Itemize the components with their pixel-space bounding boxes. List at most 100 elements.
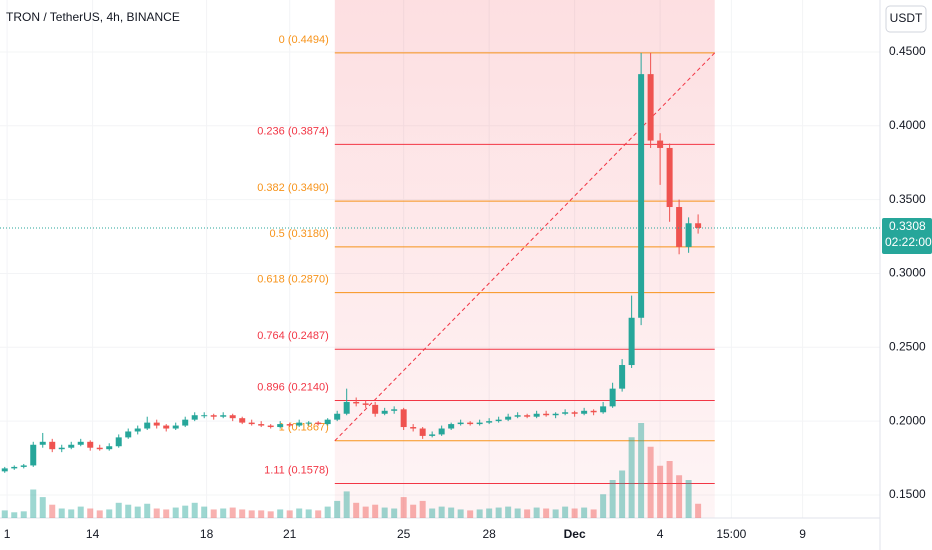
candle-body: [87, 441, 94, 448]
volume-bar: [58, 508, 65, 518]
volume-bar: [334, 500, 341, 518]
volume-bar: [115, 502, 122, 518]
volume-bar: [657, 465, 664, 518]
volume-bar: [324, 506, 331, 518]
candle-body: [600, 406, 607, 413]
candle-body: [657, 140, 664, 148]
y-tick-label: 0.3500: [889, 192, 926, 206]
volume-bar: [343, 491, 350, 518]
volume-bar: [49, 504, 56, 518]
volume-bar: [391, 508, 398, 518]
volume-bar: [39, 497, 46, 518]
volume-bar: [666, 461, 673, 518]
candle-body: [524, 415, 531, 417]
x-tick-label: 21: [283, 527, 297, 541]
volume-bar: [191, 502, 198, 518]
volume-bar: [533, 507, 540, 518]
candle-body: [410, 427, 417, 429]
y-tick-label: 0.1500: [889, 487, 926, 501]
candle-body: [495, 419, 502, 422]
candle-body: [391, 409, 398, 411]
volume-bar: [315, 510, 322, 518]
volume-bar: [125, 504, 132, 518]
candle-body: [286, 424, 293, 426]
volume-bar: [381, 507, 388, 518]
x-tick-label: 9: [799, 527, 806, 541]
candle-body: [562, 412, 569, 414]
candle-body: [514, 415, 521, 417]
candle-body: [343, 401, 350, 414]
volume-bar: [96, 510, 103, 518]
volume-bar: [495, 507, 502, 518]
volume-bar: [400, 497, 407, 518]
candle-body: [191, 415, 198, 420]
volume-bar: [372, 504, 379, 518]
candle-body: [39, 441, 46, 445]
volume-bar: [277, 509, 284, 518]
x-tick-label: Dec: [564, 527, 586, 541]
volume-bar: [524, 509, 531, 518]
currency-label[interactable]: USDT: [890, 11, 923, 25]
volume-bar: [210, 509, 217, 518]
countdown-label: 02:22:00: [885, 235, 932, 249]
candle-body: [106, 446, 113, 450]
candle-body: [533, 413, 540, 417]
fib-level-label: 0 (0.4494): [279, 34, 329, 46]
candle-body: [125, 431, 132, 438]
volume-bar: [429, 508, 436, 518]
candle-body: [457, 422, 464, 425]
candle-body: [134, 428, 141, 432]
x-tick-label: 1: [4, 527, 11, 541]
volume-bar: [201, 506, 208, 518]
candle-body: [20, 465, 27, 467]
candle-body: [258, 424, 265, 426]
candle-body: [315, 422, 322, 425]
x-tick-label: 28: [482, 527, 496, 541]
volume-bar: [410, 504, 417, 518]
currency-button[interactable]: [885, 5, 927, 33]
candle-body: [628, 317, 635, 366]
volume-bar: [685, 480, 692, 518]
volume-bar: [600, 494, 607, 518]
volume-bar: [220, 508, 227, 518]
fib-level-label: 0.896 (0.2140): [257, 381, 329, 393]
candle-body: [467, 422, 474, 425]
candle-body: [172, 425, 179, 429]
candle-body: [638, 74, 645, 318]
x-tick-label: 14: [86, 527, 100, 541]
volume-bar: [286, 510, 293, 518]
volume-bar: [362, 506, 369, 518]
candle-body: [201, 415, 208, 417]
candle-body: [182, 419, 189, 426]
volume-bar: [11, 512, 18, 518]
volume-bar: [676, 475, 683, 518]
volume-bar: [239, 509, 246, 518]
candle-body: [277, 424, 284, 428]
volume-bar: [267, 511, 274, 518]
last-price-tag: [882, 217, 932, 254]
candle-body: [676, 207, 683, 247]
y-tick-label: 0.4000: [889, 118, 926, 132]
background-layer: [0, 0, 880, 518]
candle-body: [552, 413, 559, 416]
candle-body: [486, 421, 493, 423]
volume-bar: [1, 510, 8, 518]
volume-bar: [543, 508, 550, 518]
candle-body: [229, 415, 236, 419]
candle-body: [1, 468, 8, 472]
candle-body: [353, 401, 360, 404]
y-tick-label: 0.3000: [889, 266, 926, 280]
y-tick-label: 0.2000: [889, 413, 926, 427]
candle-body: [11, 466, 18, 469]
candle-body: [476, 422, 483, 425]
volume-bar: [163, 509, 170, 518]
volume-bar: [296, 508, 303, 518]
x-tick-label: 15:00: [716, 527, 746, 541]
fib-level-label: 0.764 (0.2487): [257, 330, 329, 342]
volume-bar: [77, 506, 84, 518]
volume-bar: [419, 500, 426, 518]
y-tick-label: 0.4500: [889, 44, 926, 58]
last-price-label: 0.3308: [889, 219, 926, 233]
volume-bar: [486, 508, 493, 518]
candle-body: [220, 415, 227, 417]
